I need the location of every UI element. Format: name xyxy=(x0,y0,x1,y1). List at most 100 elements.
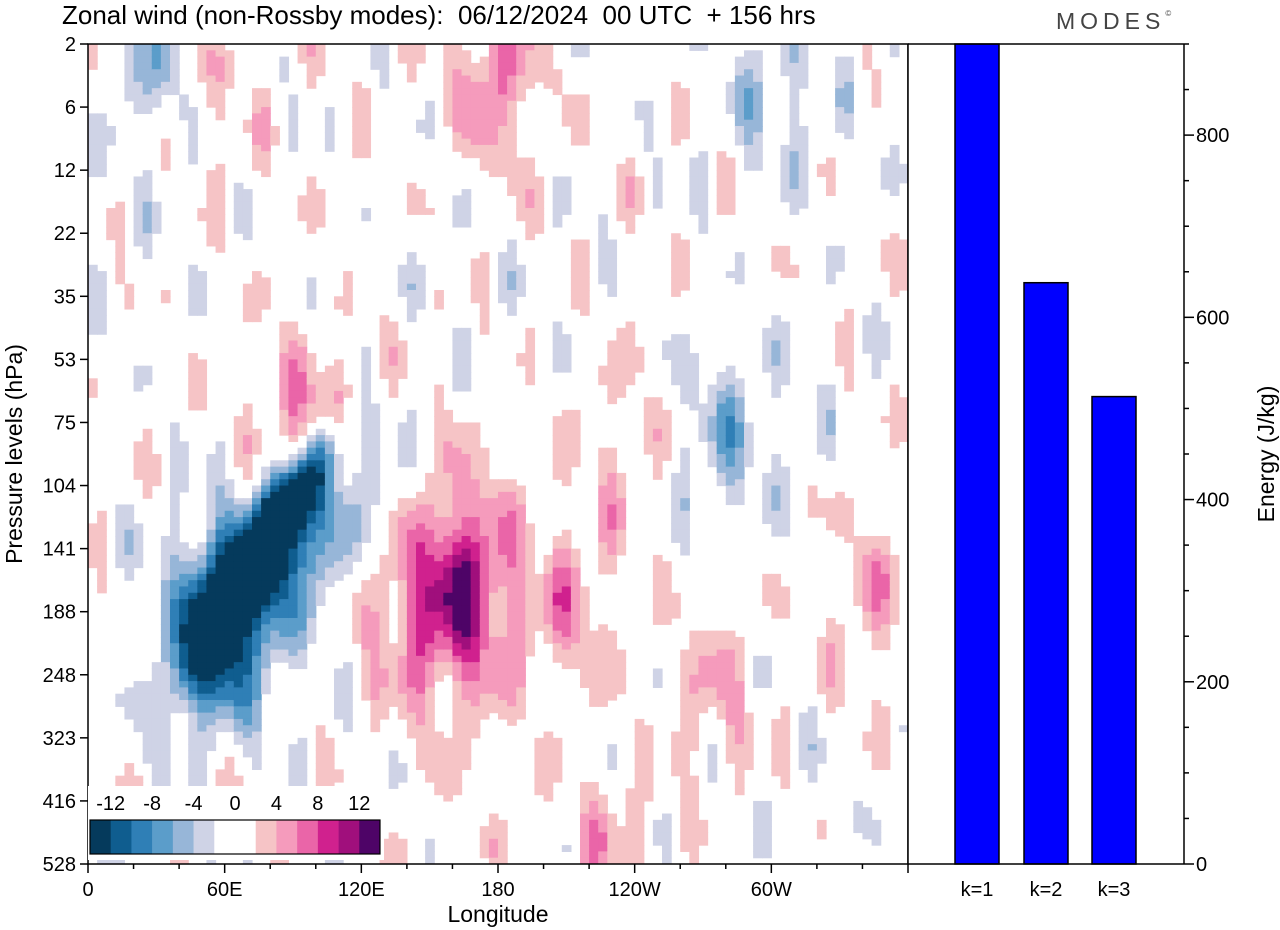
heatmap-cell xyxy=(406,510,417,518)
heatmap-cell xyxy=(507,264,517,272)
heatmap-cell xyxy=(516,283,526,291)
heatmap-cell xyxy=(625,163,636,171)
heatmap-cell xyxy=(215,662,226,670)
heatmap-cell xyxy=(397,681,408,688)
heatmap-cell xyxy=(662,422,672,430)
heatmap-cell xyxy=(734,662,745,670)
heatmap-cell xyxy=(88,144,98,152)
heatmap-cell xyxy=(589,788,599,796)
heatmap-cell xyxy=(725,163,736,171)
logo-text: MODES xyxy=(1056,8,1166,34)
heatmap-cell xyxy=(270,126,280,133)
heatmap-cell xyxy=(580,138,590,146)
heatmap-cell xyxy=(652,422,663,430)
heatmap-cell xyxy=(215,706,226,714)
heatmap-cell xyxy=(607,346,618,354)
heatmap-cell xyxy=(862,346,873,354)
heatmap-cell xyxy=(516,630,526,638)
heatmap-cell xyxy=(397,428,408,436)
heatmap-cell xyxy=(151,472,162,480)
heatmap-cell xyxy=(170,472,180,480)
heatmap-cell xyxy=(406,62,417,70)
heatmap-cell xyxy=(671,744,681,752)
heatmap-cell xyxy=(388,334,399,342)
heatmap-cell xyxy=(488,75,499,83)
heatmap-cell xyxy=(324,447,335,455)
heatmap-cell xyxy=(270,857,280,864)
y-tick-label: 35 xyxy=(54,286,76,308)
heatmap-cell xyxy=(379,687,390,695)
heatmap-cell xyxy=(826,422,836,430)
heatmap-cell xyxy=(160,580,171,588)
heatmap-cell xyxy=(443,737,454,745)
heatmap-cell xyxy=(561,119,572,127)
heatmap-cell xyxy=(160,775,171,783)
heatmap-cell xyxy=(771,334,782,342)
heatmap-cell xyxy=(488,681,499,688)
heatmap-cell xyxy=(288,643,299,651)
heatmap-cell xyxy=(215,208,226,215)
heatmap-cell xyxy=(525,605,536,613)
heatmap-cell xyxy=(425,668,435,676)
heatmap-cell xyxy=(789,88,800,96)
heatmap-cell xyxy=(561,208,572,215)
heatmap-cell xyxy=(516,504,526,512)
heatmap-cell xyxy=(434,485,444,493)
heatmap-cell xyxy=(434,441,444,449)
heatmap-cell xyxy=(498,580,508,588)
heatmap-cell xyxy=(598,447,608,455)
heatmap-cell xyxy=(188,567,198,575)
heatmap-cell xyxy=(151,94,162,102)
heatmap-cell xyxy=(771,264,782,272)
heatmap-cell xyxy=(315,573,326,581)
heatmap-cell xyxy=(707,435,718,442)
heatmap-cell xyxy=(625,321,636,329)
heatmap-cell xyxy=(662,826,672,834)
heatmap-cell xyxy=(580,271,590,278)
heatmap-cell xyxy=(379,340,390,348)
heatmap-cell xyxy=(689,195,700,203)
heatmap-cell xyxy=(370,636,381,644)
heatmap-cell xyxy=(652,416,663,424)
heatmap-cell xyxy=(434,744,444,752)
heatmap-cell xyxy=(643,775,654,783)
heatmap-cell xyxy=(734,485,745,493)
heatmap-cell xyxy=(397,346,408,354)
heatmap-cell xyxy=(233,441,244,449)
heatmap-cell xyxy=(561,346,572,354)
heatmap-cell xyxy=(498,277,508,285)
heatmap-cell xyxy=(242,744,253,752)
heatmap-cell xyxy=(507,100,517,108)
heatmap-cell xyxy=(580,126,590,133)
heatmap-cell xyxy=(488,94,499,102)
heatmap-cell xyxy=(570,460,581,468)
heatmap-cell xyxy=(570,283,581,291)
heatmap-cell xyxy=(662,567,672,575)
heatmap-cell xyxy=(880,321,891,329)
heatmap-cell xyxy=(124,775,135,783)
heatmap-cell xyxy=(133,220,144,228)
heatmap-cell xyxy=(179,655,189,663)
heatmap-cell xyxy=(406,44,417,51)
heatmap-cell xyxy=(288,359,299,367)
heatmap-cell xyxy=(525,529,536,537)
heatmap-cell xyxy=(835,334,845,342)
heatmap-cell xyxy=(607,510,618,518)
heatmap-cell xyxy=(816,504,827,512)
heatmap-cell xyxy=(753,100,763,108)
heatmap-cell xyxy=(142,750,153,758)
heatmap-cell xyxy=(479,264,490,272)
heatmap-cell xyxy=(552,763,563,770)
heatmap-cell xyxy=(297,485,308,493)
heatmap-cell xyxy=(443,592,454,600)
energy-tick-label: 200 xyxy=(1196,672,1229,694)
heatmap-cell xyxy=(461,69,472,77)
heatmap-cell xyxy=(416,674,426,682)
heatmap-cell xyxy=(379,334,390,342)
heatmap-cell xyxy=(534,62,545,70)
heatmap-cell xyxy=(160,44,171,51)
heatmap-cell xyxy=(589,782,599,789)
heatmap-cell xyxy=(406,706,417,714)
heatmap-cell xyxy=(461,498,472,506)
heatmap-cell xyxy=(361,466,372,474)
